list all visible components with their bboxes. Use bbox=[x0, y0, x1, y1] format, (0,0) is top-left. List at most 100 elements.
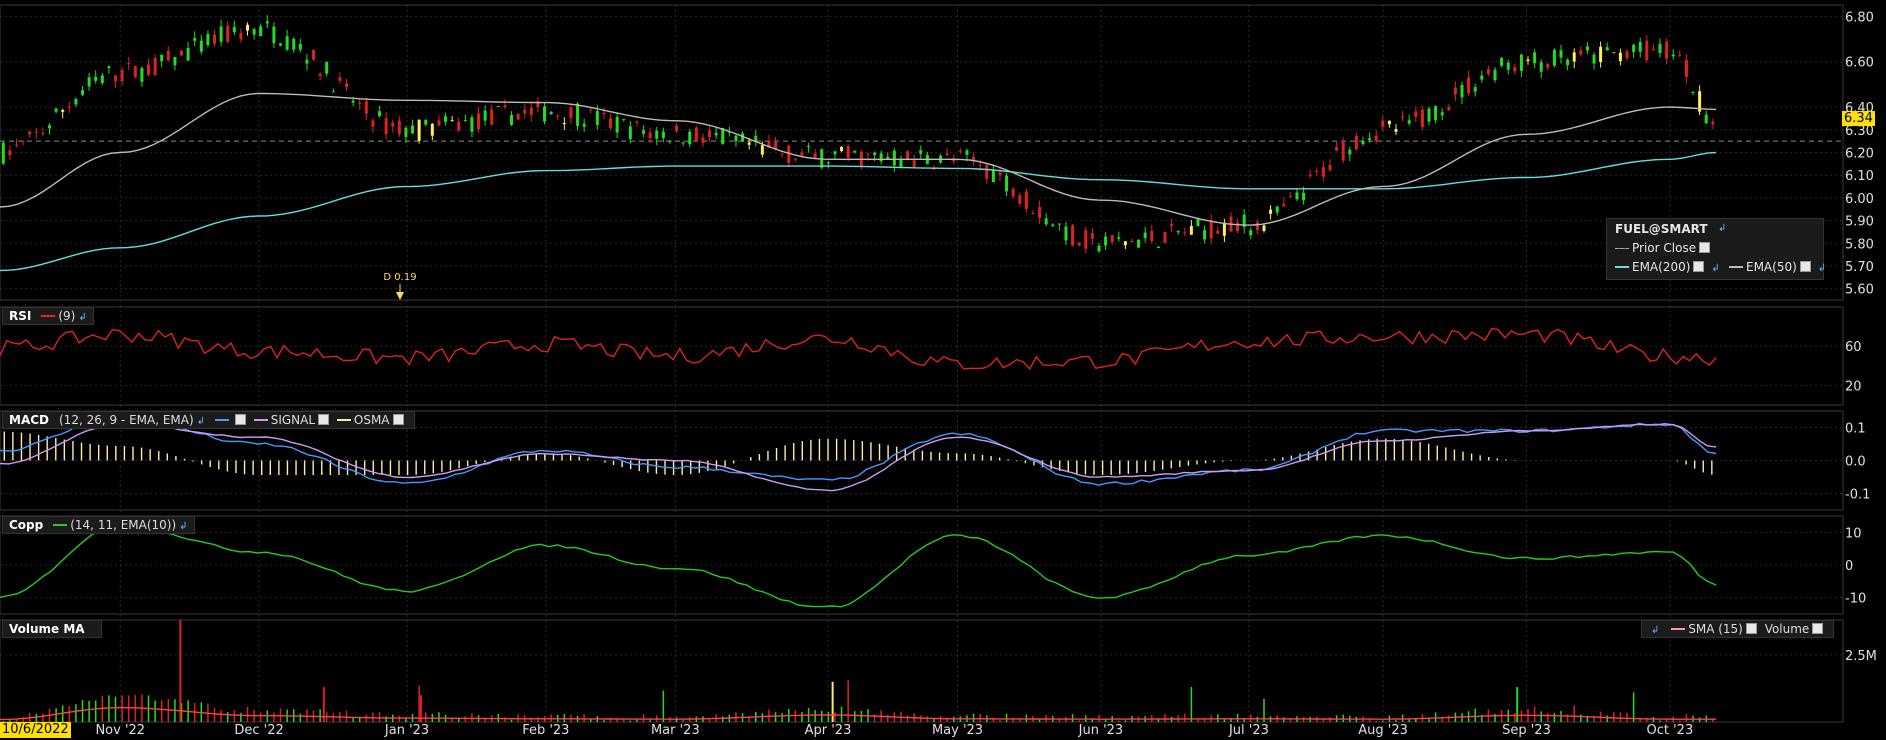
macd-checkbox[interactable] bbox=[234, 414, 246, 425]
candle-body bbox=[404, 127, 408, 137]
candle-body bbox=[523, 109, 527, 114]
candle-body bbox=[1117, 237, 1121, 239]
candle-body bbox=[41, 132, 45, 134]
x-tick-label: Oct '23 bbox=[1646, 723, 1693, 738]
candle-body bbox=[1123, 241, 1127, 246]
candle-body bbox=[912, 160, 916, 168]
candle-body bbox=[892, 150, 896, 166]
candle-body bbox=[708, 130, 712, 138]
dividend-arrow-icon[interactable] bbox=[396, 292, 404, 300]
ema200-settings-icon[interactable]: ↲ bbox=[1711, 263, 1720, 274]
candle-body bbox=[694, 127, 698, 141]
copp-y-tick: -10 bbox=[1845, 592, 1866, 607]
legend-prior-close: Prior Close bbox=[1615, 241, 1714, 255]
candle-body bbox=[298, 43, 302, 50]
candle-body bbox=[1163, 232, 1167, 243]
candle-body bbox=[1077, 242, 1081, 246]
rsi-title: RSI bbox=[9, 309, 32, 323]
candle-body bbox=[1665, 41, 1669, 59]
ema50-checkbox[interactable] bbox=[1799, 261, 1811, 272]
dividend-label: D 0.19 bbox=[383, 272, 416, 283]
candle-body bbox=[1704, 114, 1708, 124]
volume-settings-icon[interactable]: ↲ bbox=[1651, 625, 1660, 636]
candle-body bbox=[285, 36, 289, 50]
candle-body bbox=[899, 158, 903, 167]
candle-body bbox=[1024, 191, 1028, 209]
candle-body bbox=[259, 26, 263, 36]
candle-body bbox=[1460, 85, 1464, 98]
sma-checkbox[interactable] bbox=[1745, 623, 1757, 634]
candle-body bbox=[74, 99, 78, 105]
candle-body bbox=[635, 121, 639, 123]
sma-label: SMA (15) bbox=[1688, 622, 1743, 636]
candle-body bbox=[1236, 222, 1240, 231]
candle-body bbox=[180, 50, 184, 56]
candle-body bbox=[1071, 225, 1075, 246]
candle-body bbox=[1203, 230, 1207, 240]
rsi-settings-icon[interactable]: ↲ bbox=[78, 312, 87, 323]
candle-body bbox=[81, 90, 85, 95]
candle-body bbox=[358, 102, 362, 104]
macd-header[interactable]: MACD (12, 26, 9 - EMA, EMA) ↲ SIGNAL OSMA bbox=[2, 411, 415, 429]
candle-body bbox=[1183, 231, 1187, 233]
candle-body bbox=[1651, 49, 1655, 51]
legend-settings-icon[interactable]: ↲ bbox=[1718, 223, 1727, 234]
candle-body bbox=[1401, 116, 1405, 118]
candle-body bbox=[1612, 52, 1616, 54]
candle-body bbox=[444, 116, 448, 122]
x-tick-label: Jul '23 bbox=[1228, 723, 1269, 738]
ema50-settings-icon[interactable]: ↲ bbox=[1817, 263, 1827, 274]
candle-body bbox=[463, 120, 467, 122]
candle-body bbox=[840, 146, 844, 152]
candle-body bbox=[397, 120, 401, 135]
candle-body bbox=[919, 150, 923, 154]
rsi-y-tick: 20 bbox=[1845, 379, 1862, 394]
candle-body bbox=[760, 145, 764, 155]
candle-body bbox=[787, 145, 791, 163]
candle-body bbox=[1625, 51, 1629, 59]
candle-body bbox=[1374, 135, 1378, 141]
candle-body bbox=[1453, 87, 1457, 95]
candle-body bbox=[1394, 128, 1398, 132]
candle-body bbox=[1084, 230, 1088, 249]
macd-settings-icon[interactable]: ↲ bbox=[196, 416, 206, 427]
price-y-tick: 6.30 bbox=[1845, 124, 1874, 139]
candle-body bbox=[1262, 225, 1266, 231]
copp-settings-icon[interactable]: ↲ bbox=[179, 521, 188, 532]
y-axis-labels: 6.806.606.406.306.206.106.005.905.805.70… bbox=[1845, 10, 1877, 664]
copp-header[interactable]: Copp (14, 11, EMA(10)) ↲ bbox=[2, 516, 195, 534]
candle-body bbox=[470, 117, 474, 132]
candle-body bbox=[978, 164, 982, 166]
candle-body bbox=[338, 77, 342, 81]
candle-body bbox=[906, 151, 910, 161]
copp-y-tick: 0 bbox=[1845, 559, 1853, 574]
candle-body bbox=[556, 115, 560, 117]
volume-label: Volume bbox=[1764, 622, 1810, 636]
osma-checkbox[interactable] bbox=[392, 414, 404, 425]
rsi-y-tick: 60 bbox=[1845, 340, 1862, 355]
candle-body bbox=[1255, 222, 1259, 231]
candle-body bbox=[1222, 222, 1226, 236]
candle-body bbox=[1011, 188, 1015, 197]
candle-body bbox=[457, 121, 461, 131]
ema200-checkbox[interactable] bbox=[1693, 261, 1705, 272]
candle-body bbox=[873, 152, 877, 156]
candle-body bbox=[846, 146, 850, 158]
volume-checkbox[interactable] bbox=[1812, 623, 1824, 634]
candle-body bbox=[21, 140, 25, 142]
rsi-header[interactable]: RSI (9) ↲ bbox=[2, 307, 94, 325]
candle-body bbox=[61, 109, 65, 112]
grid-lines bbox=[0, 5, 1843, 722]
signal-checkbox[interactable] bbox=[318, 414, 330, 425]
candle-body bbox=[1282, 203, 1286, 207]
candle-body bbox=[1341, 142, 1345, 161]
candle-body bbox=[1467, 77, 1471, 94]
panel-frame-copp bbox=[0, 515, 1844, 615]
candle-body bbox=[1579, 50, 1583, 55]
panel-frame-macd bbox=[0, 410, 1844, 511]
candle-body bbox=[622, 119, 626, 121]
prior-close-checkbox[interactable] bbox=[1699, 242, 1711, 253]
candle-body bbox=[424, 119, 428, 125]
volume-header[interactable]: Volume MA bbox=[2, 620, 102, 638]
